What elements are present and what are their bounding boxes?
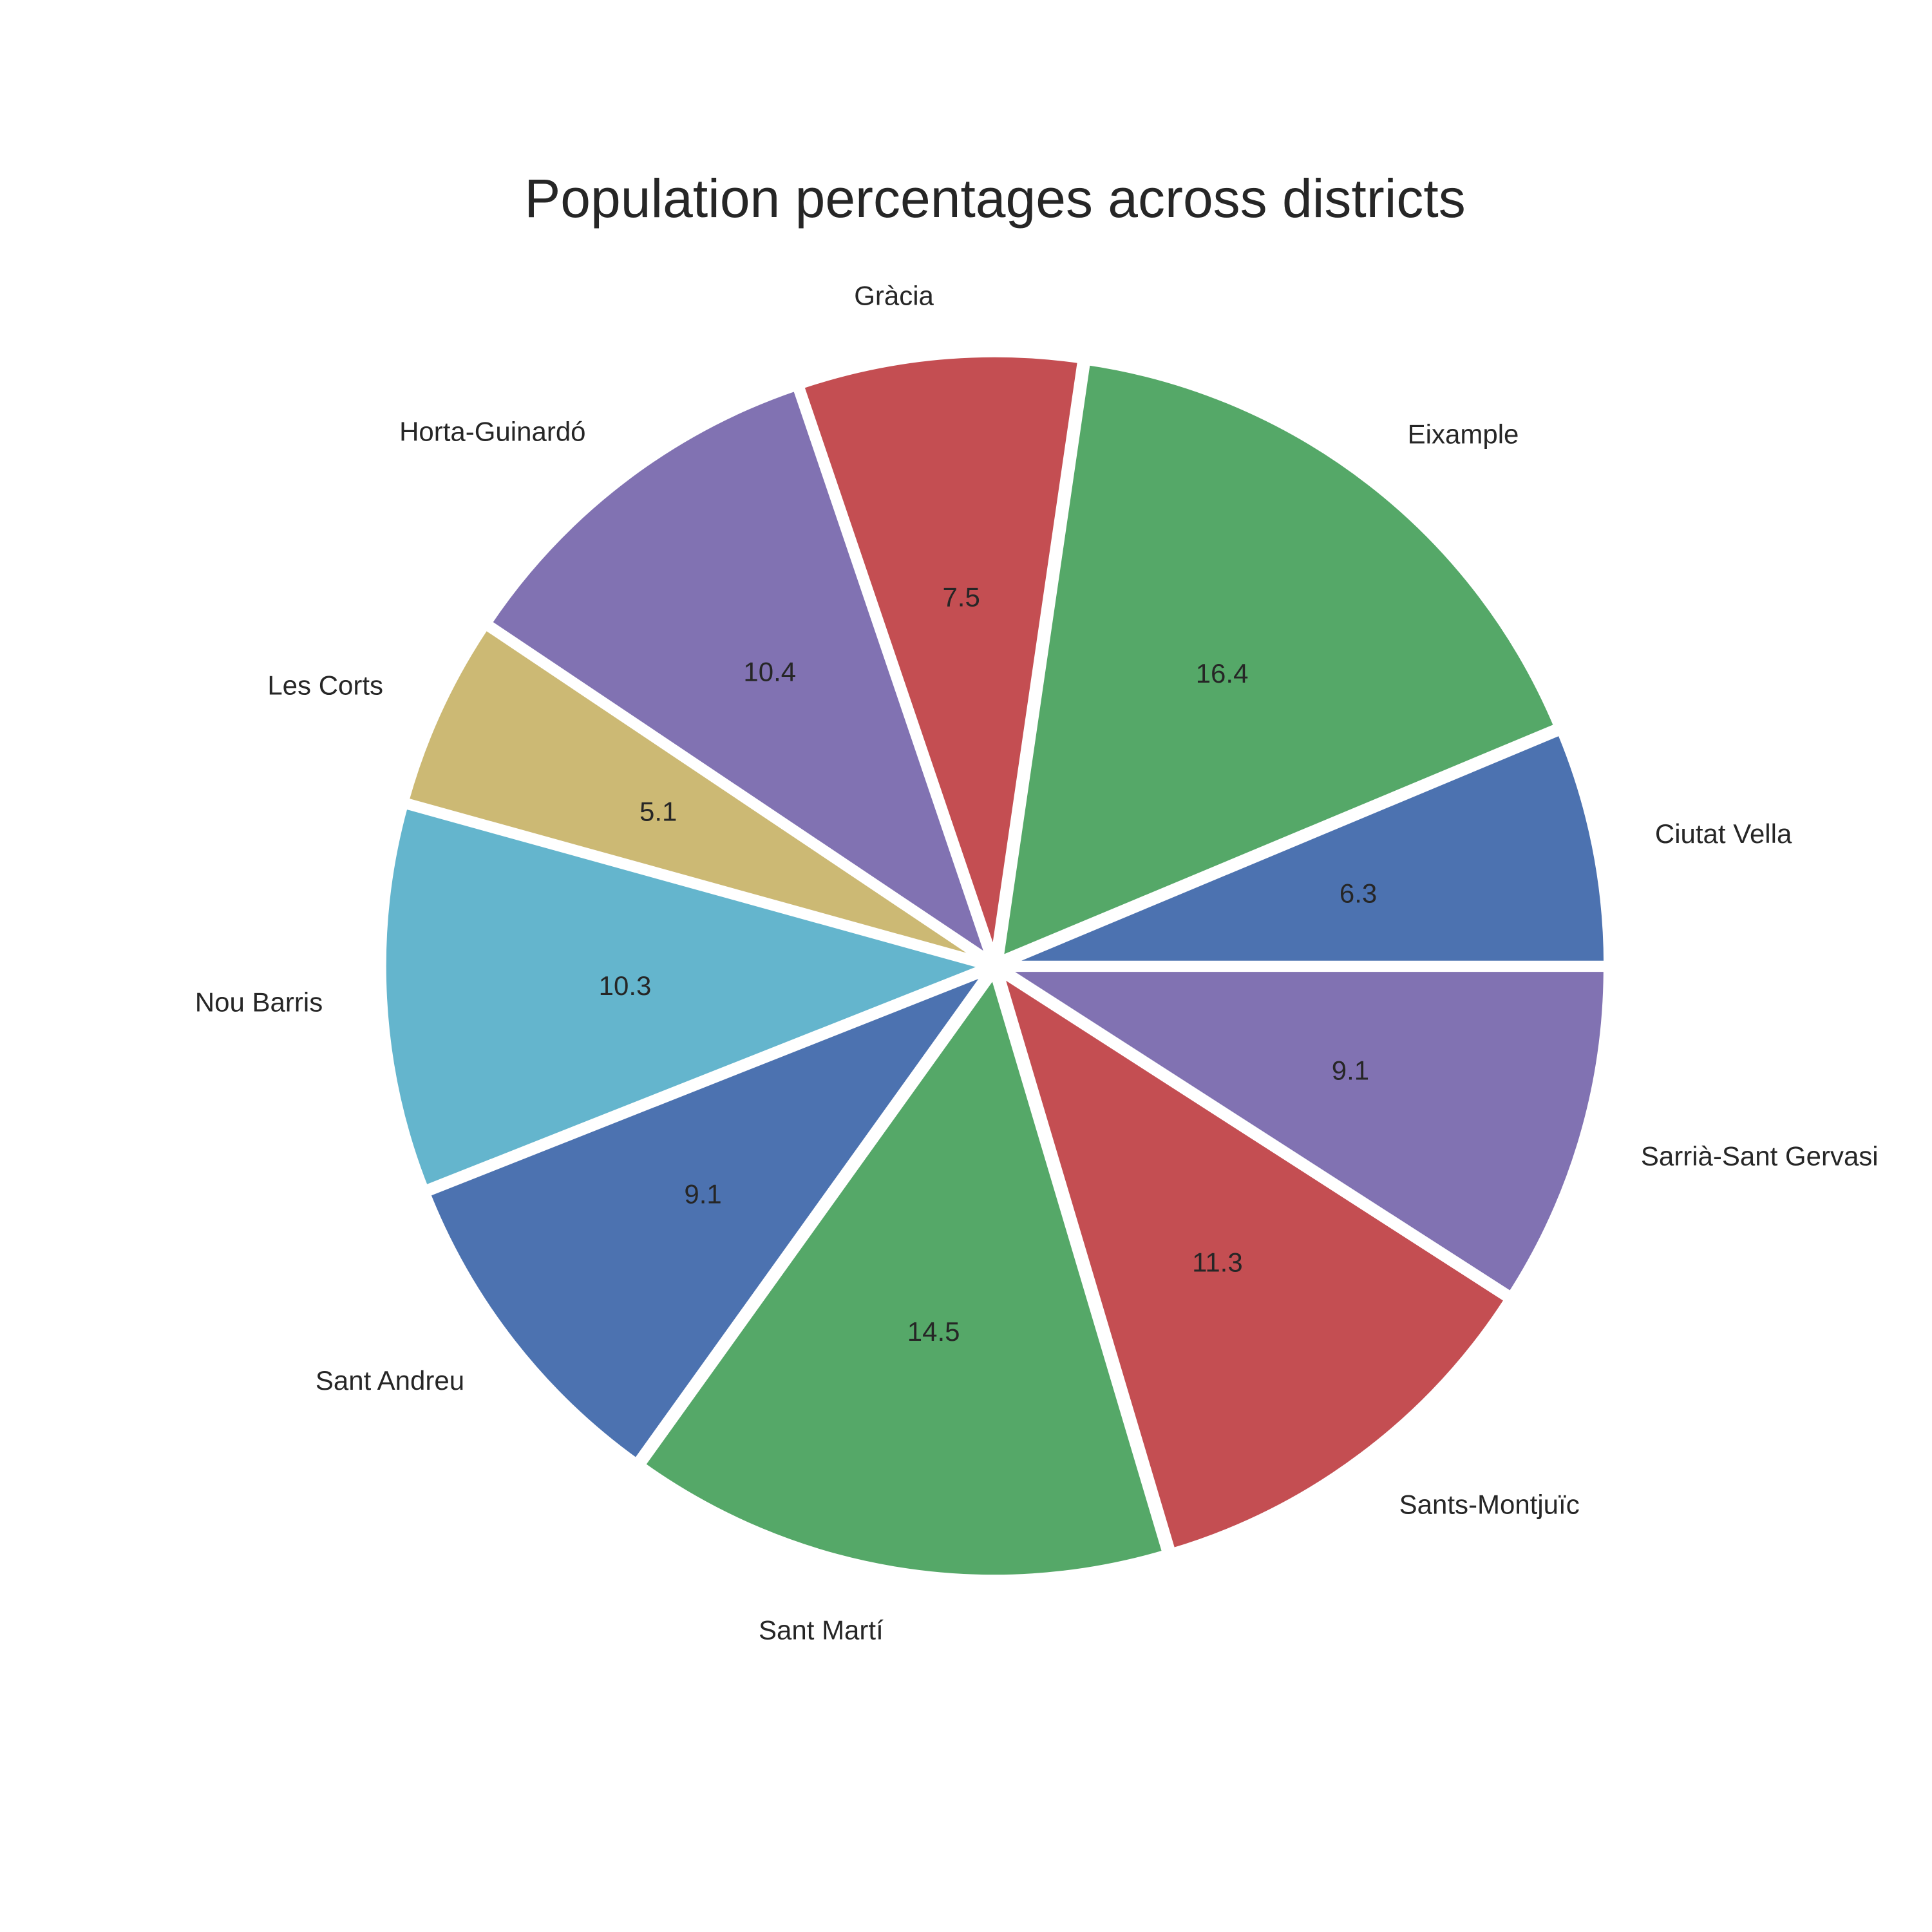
value-label-gracia: 7.5 bbox=[942, 582, 980, 612]
pie-slice-sarria-sant-gervasi bbox=[998, 964, 1611, 1300]
pie-slices bbox=[378, 349, 1612, 1583]
value-label-nou-barris: 10.3 bbox=[599, 971, 652, 1001]
pie-slice-horta-guinardo bbox=[484, 383, 995, 965]
value-label-sarria-sant-gervasi: 9.1 bbox=[1332, 1056, 1369, 1086]
category-label-ciutat-vella: Ciutat Vella bbox=[1655, 819, 1792, 849]
pie-slice-gracia bbox=[796, 349, 1086, 963]
pie-slice-ciutat-vella bbox=[998, 727, 1612, 969]
category-label-gracia: Gràcia bbox=[854, 281, 934, 311]
category-label-sant-marti: Sant Martí bbox=[759, 1615, 884, 1645]
pie-slice-sants-montjuic bbox=[995, 968, 1513, 1557]
value-label-sant-andreu: 9.1 bbox=[684, 1179, 721, 1209]
pie-value-labels: 6.3 16.4 7.5 10.4 5.1 10.3 9.1 14.5 11.3 9.1 bbox=[599, 582, 1378, 1347]
value-label-ciutat-vella: 6.3 bbox=[1340, 878, 1377, 908]
category-label-sants-montjuic: Sants-Montjuïc bbox=[1399, 1489, 1580, 1519]
category-label-horta-guinardo: Horta-Guinardó bbox=[399, 417, 585, 447]
value-label-sants-montjuic: 11.3 bbox=[1192, 1247, 1243, 1278]
category-label-sant-andreu: Sant Andreu bbox=[316, 1365, 464, 1396]
pie-slice-les-corts bbox=[401, 621, 992, 967]
category-label-les-corts: Les Corts bbox=[267, 670, 383, 700]
pie-slice-nou-barris bbox=[378, 800, 992, 1193]
value-label-les-corts: 5.1 bbox=[639, 796, 677, 826]
pie-slice-sant-marti bbox=[637, 969, 1171, 1583]
value-label-eixample: 16.4 bbox=[1196, 658, 1249, 688]
pie-category-labels: Ciutat Vella Eixample Gràcia Horta-Guinardó… bbox=[195, 281, 1879, 1645]
value-label-sant-marti: 14.5 bbox=[907, 1316, 960, 1347]
category-label-eixample: Eixample bbox=[1408, 419, 1519, 450]
value-label-horta-guinardo: 10.4 bbox=[743, 657, 796, 687]
pie-slice-eixample bbox=[995, 357, 1562, 965]
chart-title: Population percentages across districts bbox=[524, 168, 1465, 229]
pie-slice-sant-andreu bbox=[422, 966, 994, 1466]
category-label-nou-barris: Nou Barris bbox=[195, 987, 323, 1017]
category-label-sarria-sant-gervasi: Sarrià-Sant Gervasi bbox=[1641, 1141, 1879, 1171]
